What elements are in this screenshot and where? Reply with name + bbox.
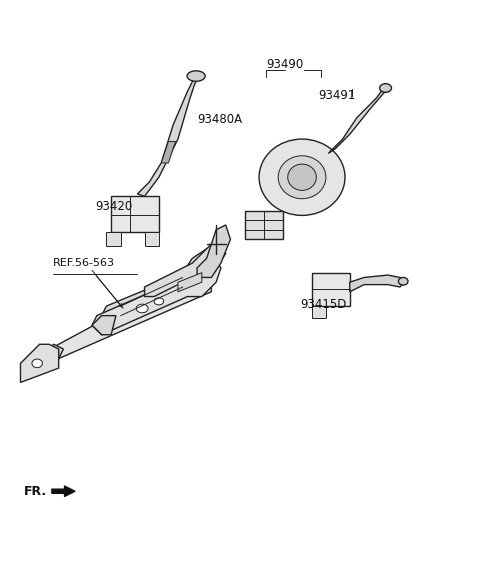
Polygon shape xyxy=(102,244,226,320)
Text: REF.56-563: REF.56-563 xyxy=(53,258,115,268)
Polygon shape xyxy=(178,273,202,292)
Polygon shape xyxy=(245,211,283,239)
Polygon shape xyxy=(107,232,120,246)
Ellipse shape xyxy=(259,139,345,215)
Polygon shape xyxy=(92,249,221,335)
Polygon shape xyxy=(137,77,197,196)
Polygon shape xyxy=(161,141,176,163)
Polygon shape xyxy=(111,196,159,232)
Polygon shape xyxy=(21,344,59,382)
Ellipse shape xyxy=(278,156,326,199)
Text: 93480A: 93480A xyxy=(197,113,242,126)
Polygon shape xyxy=(35,277,211,373)
Polygon shape xyxy=(144,232,159,246)
Ellipse shape xyxy=(136,304,148,313)
Polygon shape xyxy=(328,89,385,153)
Text: 93490: 93490 xyxy=(267,59,304,71)
Polygon shape xyxy=(312,306,326,318)
Polygon shape xyxy=(144,244,221,297)
Ellipse shape xyxy=(398,277,408,285)
Text: 93415D: 93415D xyxy=(300,298,347,312)
Polygon shape xyxy=(197,225,230,277)
Text: 93491: 93491 xyxy=(319,88,356,102)
Ellipse shape xyxy=(32,359,42,368)
Polygon shape xyxy=(35,344,63,373)
Ellipse shape xyxy=(288,164,316,191)
Polygon shape xyxy=(350,275,402,292)
Text: FR.: FR. xyxy=(24,485,48,498)
Ellipse shape xyxy=(187,71,205,82)
Polygon shape xyxy=(312,273,350,306)
Text: 93420: 93420 xyxy=(96,200,132,214)
Ellipse shape xyxy=(380,84,392,92)
Polygon shape xyxy=(92,316,116,335)
Ellipse shape xyxy=(154,298,164,305)
